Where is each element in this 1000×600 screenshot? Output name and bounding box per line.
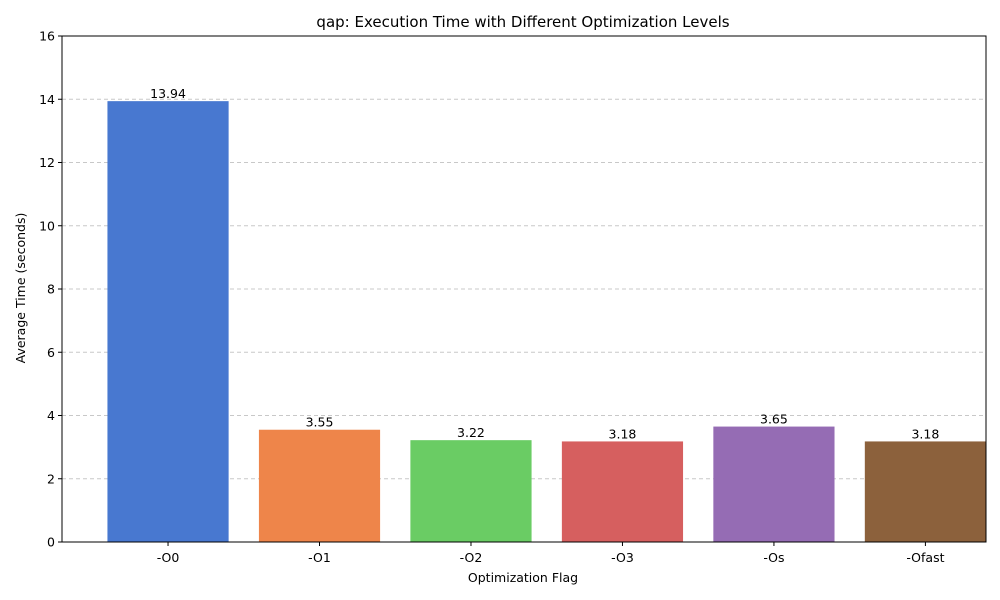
x-tick-label: -O2 xyxy=(460,550,483,565)
y-tick-label: 4 xyxy=(47,408,55,423)
bar-value-label: 3.55 xyxy=(306,415,334,430)
y-tick-label: 10 xyxy=(39,218,55,233)
x-axis-label: Optimization Flag xyxy=(468,570,578,585)
bar xyxy=(107,101,229,543)
bar xyxy=(561,441,684,542)
x-tick-label: -O1 xyxy=(308,550,331,565)
y-tick-label: 8 xyxy=(47,282,55,297)
y-tick-label: 6 xyxy=(47,345,55,360)
bar-value-labels: 13.94 3.55 3.22 3.18 3.65 3.18 xyxy=(150,86,939,441)
bar-value-label: 3.65 xyxy=(760,412,788,427)
bar-value-label: 3.18 xyxy=(911,426,939,441)
bar xyxy=(410,440,532,542)
bar-value-label: 3.18 xyxy=(609,426,637,441)
y-axis: 0 2 4 6 8 10 12 14 16 xyxy=(39,29,62,550)
y-tick-label: 16 xyxy=(39,29,55,44)
bar xyxy=(258,429,381,542)
y-tick-label: 12 xyxy=(39,155,55,170)
x-tick-label: -Os xyxy=(763,550,784,565)
chart-title: qap: Execution Time with Different Optim… xyxy=(316,13,729,31)
bar xyxy=(713,426,835,542)
x-tick-label: -O3 xyxy=(611,550,634,565)
x-axis: -O0 -O1 -O2 -O3 -Os -Ofast xyxy=(157,542,945,565)
bar xyxy=(864,441,986,542)
y-tick-label: 2 xyxy=(47,471,55,486)
bars xyxy=(107,101,986,543)
x-tick-label: -Ofast xyxy=(906,550,944,565)
y-tick-label: 0 xyxy=(47,535,55,550)
bar-value-label: 13.94 xyxy=(150,86,186,101)
bar-value-label: 3.22 xyxy=(457,425,485,440)
y-axis-label: Average Time (seconds) xyxy=(13,213,28,364)
x-tick-label: -O0 xyxy=(157,550,180,565)
y-tick-label: 14 xyxy=(39,92,55,107)
